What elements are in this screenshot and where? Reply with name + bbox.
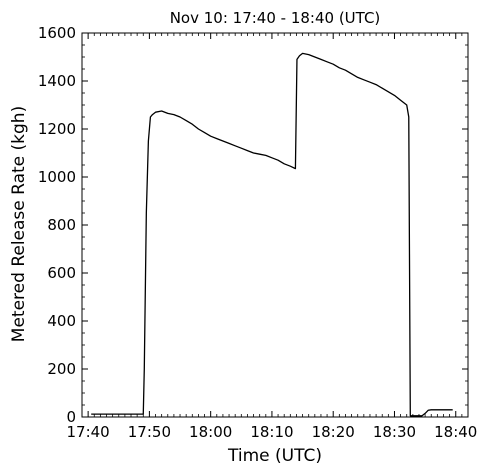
x-tick-label: 17:50 bbox=[128, 423, 171, 441]
plot-area bbox=[82, 33, 468, 417]
chart-title: Nov 10: 17:40 - 18:40 (UTC) bbox=[170, 9, 381, 27]
y-tick-label: 800 bbox=[47, 216, 76, 234]
x-tick-label: 18:00 bbox=[189, 423, 232, 441]
x-axis-label: Time (UTC) bbox=[227, 446, 322, 466]
x-tick-label: 18:30 bbox=[373, 423, 416, 441]
series-line-0 bbox=[91, 53, 452, 415]
x-tick-label: 17:40 bbox=[67, 423, 110, 441]
x-tick-label: 18:20 bbox=[312, 423, 355, 441]
y-tick-label: 1200 bbox=[38, 120, 76, 138]
y-tick-label: 1000 bbox=[38, 168, 76, 186]
y-axis-label: Metered Release Rate (kgh) bbox=[9, 106, 29, 342]
y-tick-label: 600 bbox=[47, 264, 76, 282]
x-axis: 17:40 17:50 18:00 18:10 18:20 18:30 18:40 bbox=[67, 33, 478, 441]
y-tick-label: 1400 bbox=[38, 72, 76, 90]
y-tick-label: 200 bbox=[47, 360, 76, 378]
x-tick-label: 18:10 bbox=[250, 423, 293, 441]
y-tick-label: 400 bbox=[47, 312, 76, 330]
y-tick-label: 1600 bbox=[38, 24, 76, 42]
x-tick-label: 18:40 bbox=[434, 423, 477, 441]
